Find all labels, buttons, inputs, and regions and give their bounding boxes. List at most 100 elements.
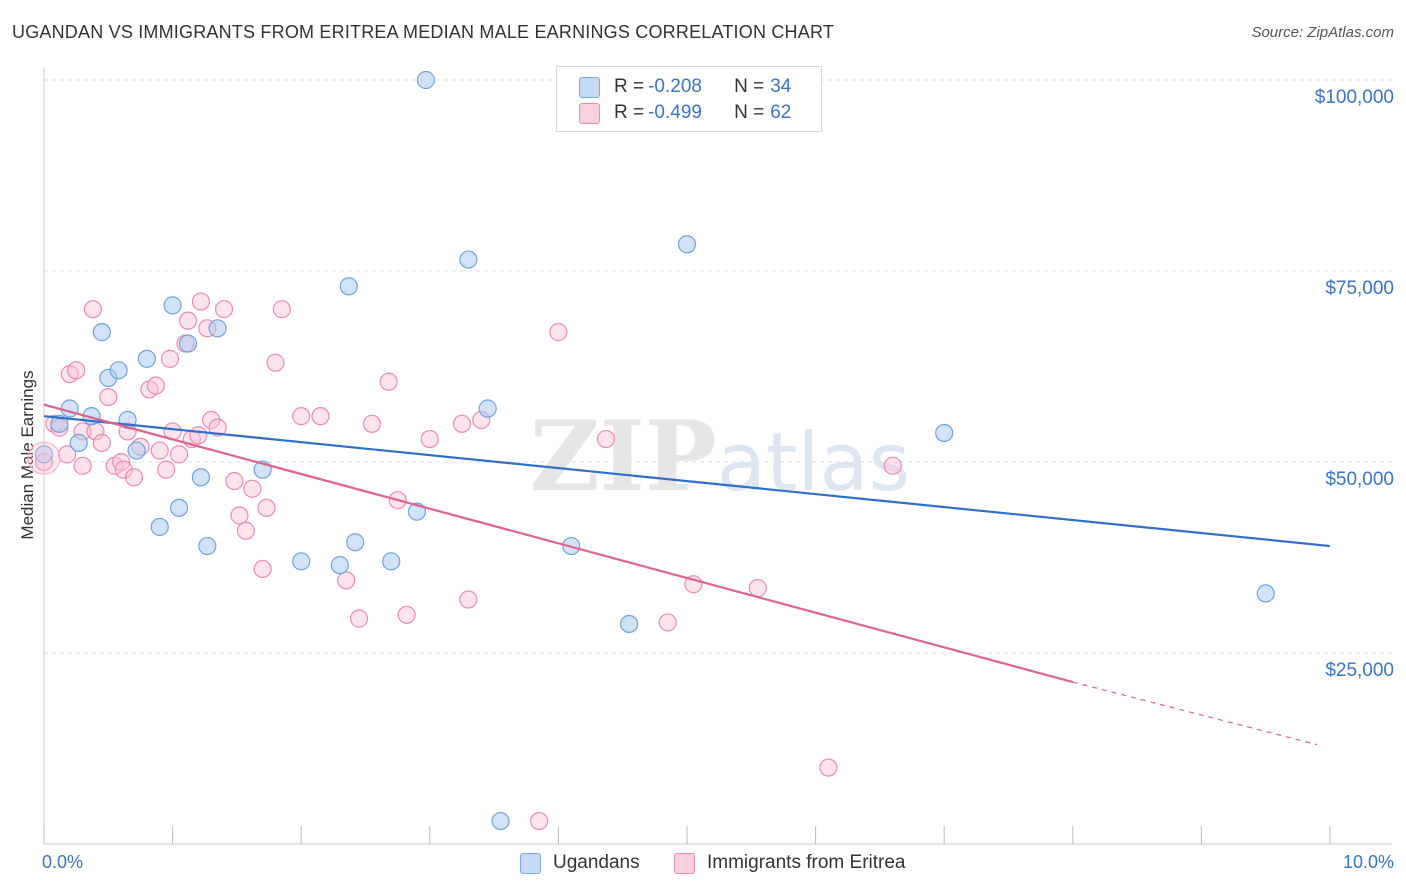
eritrea-point <box>243 479 262 498</box>
eritrea-point <box>530 811 549 831</box>
eritrea-point <box>272 300 292 319</box>
eritrea-point <box>362 414 382 433</box>
eritrea-point <box>208 418 227 437</box>
y-tick-label: $100,000 <box>1314 87 1394 108</box>
source-label: Source: ZipAtlas.com <box>1251 24 1394 41</box>
eritrea-point <box>420 429 439 449</box>
eritrea-point <box>459 590 478 609</box>
eritrea-point <box>379 372 398 391</box>
eritrea-point <box>191 292 210 311</box>
eritrea-point <box>596 429 616 449</box>
y-tick-label: $75,000 <box>1325 278 1394 299</box>
ugandans-point <box>478 399 497 418</box>
series-legend: Ugandans Immigrants from Eritrea <box>0 852 1406 878</box>
eritrea-point <box>883 456 902 475</box>
ugandans-point <box>127 441 146 460</box>
eritrea-point <box>819 758 838 777</box>
ugandans-point <box>292 552 311 571</box>
ugandans-point <box>150 517 169 537</box>
ugandans-point <box>382 552 401 571</box>
legend-r-value: -0.499 <box>648 102 702 123</box>
eritrea-point <box>189 426 208 445</box>
eritrea-point <box>349 609 369 628</box>
data-points <box>27 70 1275 831</box>
legend-row-ugandans: R = -0.208 N = 34 <box>579 75 791 99</box>
x-tick-label-min: 0.0% <box>42 852 84 872</box>
ugandans-point <box>198 536 217 556</box>
eritrea-point <box>83 300 102 319</box>
ugandans-point <box>109 361 128 380</box>
ugandans-trend-line <box>43 415 1331 548</box>
legend-item-eritrea[interactable]: Immigrants from Eritrea <box>674 852 905 874</box>
legend-swatch-ugandans <box>579 76 600 98</box>
eritrea-point <box>292 407 311 426</box>
ugandans-point <box>92 323 111 342</box>
gridlines <box>44 79 1392 654</box>
ugandans-point <box>620 614 639 634</box>
legend-n-value: 34 <box>770 76 792 97</box>
eritrea-trend-line <box>43 403 1074 684</box>
eritrea-point <box>549 323 568 342</box>
eritrea-point <box>73 456 92 475</box>
eritrea-point <box>169 445 189 464</box>
legend-r-label: R = <box>614 76 645 97</box>
legend-item-ugandans[interactable]: Ugandans <box>520 852 640 874</box>
ugandans-point <box>459 250 478 269</box>
ugandans-point <box>330 556 349 575</box>
eritrea-cluster-point <box>27 441 61 475</box>
eritrea-point <box>452 414 472 433</box>
eritrea-point <box>160 349 180 368</box>
eritrea-point <box>99 387 118 407</box>
legend-swatch-eritrea <box>579 102 600 124</box>
watermark-atlas: atlas <box>717 416 910 509</box>
ugandans-point <box>339 277 358 296</box>
watermark-zip: ZIP <box>530 400 717 513</box>
legend-r-value: -0.208 <box>648 76 702 97</box>
ugandans-point <box>677 235 697 254</box>
watermark: ZIPatlas <box>530 400 911 513</box>
eritrea-point <box>214 300 234 319</box>
eritrea-point <box>146 376 165 395</box>
ugandans-point <box>416 70 436 90</box>
eritrea-point <box>658 613 677 632</box>
trend-lines <box>43 403 1331 746</box>
correlation-legend: R = -0.208 N = 34 R = -0.499 N = 62 <box>556 66 822 132</box>
eritrea-point <box>202 410 221 430</box>
legend-r-label: R = <box>614 102 645 123</box>
eritrea-point <box>257 498 276 517</box>
x-tick-label-max: 10.0% <box>1342 852 1394 872</box>
legend-label-eritrea: Immigrants from Eritrea <box>707 852 906 873</box>
ugandans-point <box>1256 584 1275 603</box>
ugandans-point <box>178 334 198 353</box>
eritrea-point <box>397 605 416 624</box>
eritrea-point <box>58 445 77 464</box>
legend-n-label: N = <box>734 102 765 123</box>
eritrea-point <box>178 311 198 330</box>
eritrea-point <box>311 407 330 426</box>
eritrea-point <box>253 559 272 579</box>
eritrea-point <box>337 571 356 590</box>
legend-swatch-ugandans <box>520 852 541 874</box>
eritrea-point <box>230 506 249 525</box>
eritrea-point <box>92 433 111 452</box>
legend-n-value: 62 <box>770 102 792 123</box>
eritrea-point <box>114 460 133 479</box>
ugandans-point <box>50 414 69 433</box>
eritrea-point <box>225 472 244 491</box>
ugandans-point <box>935 423 954 443</box>
ugandans-point <box>346 533 365 552</box>
ugandans-point <box>191 468 210 487</box>
ugandans-point <box>208 319 227 338</box>
y-tick-label: $25,000 <box>1325 660 1394 681</box>
eritrea-point <box>266 353 285 372</box>
eritrea-point <box>150 441 169 460</box>
ugandans-point <box>169 498 189 517</box>
eritrea-point <box>124 468 144 487</box>
legend-label-ugandans: Ugandans <box>553 852 640 873</box>
eritrea-point <box>748 578 767 598</box>
eritrea-point <box>157 460 176 479</box>
eritrea-trend-extension <box>1072 681 1318 746</box>
legend-swatch-eritrea <box>674 852 695 874</box>
y-tick-label: $50,000 <box>1325 469 1394 490</box>
